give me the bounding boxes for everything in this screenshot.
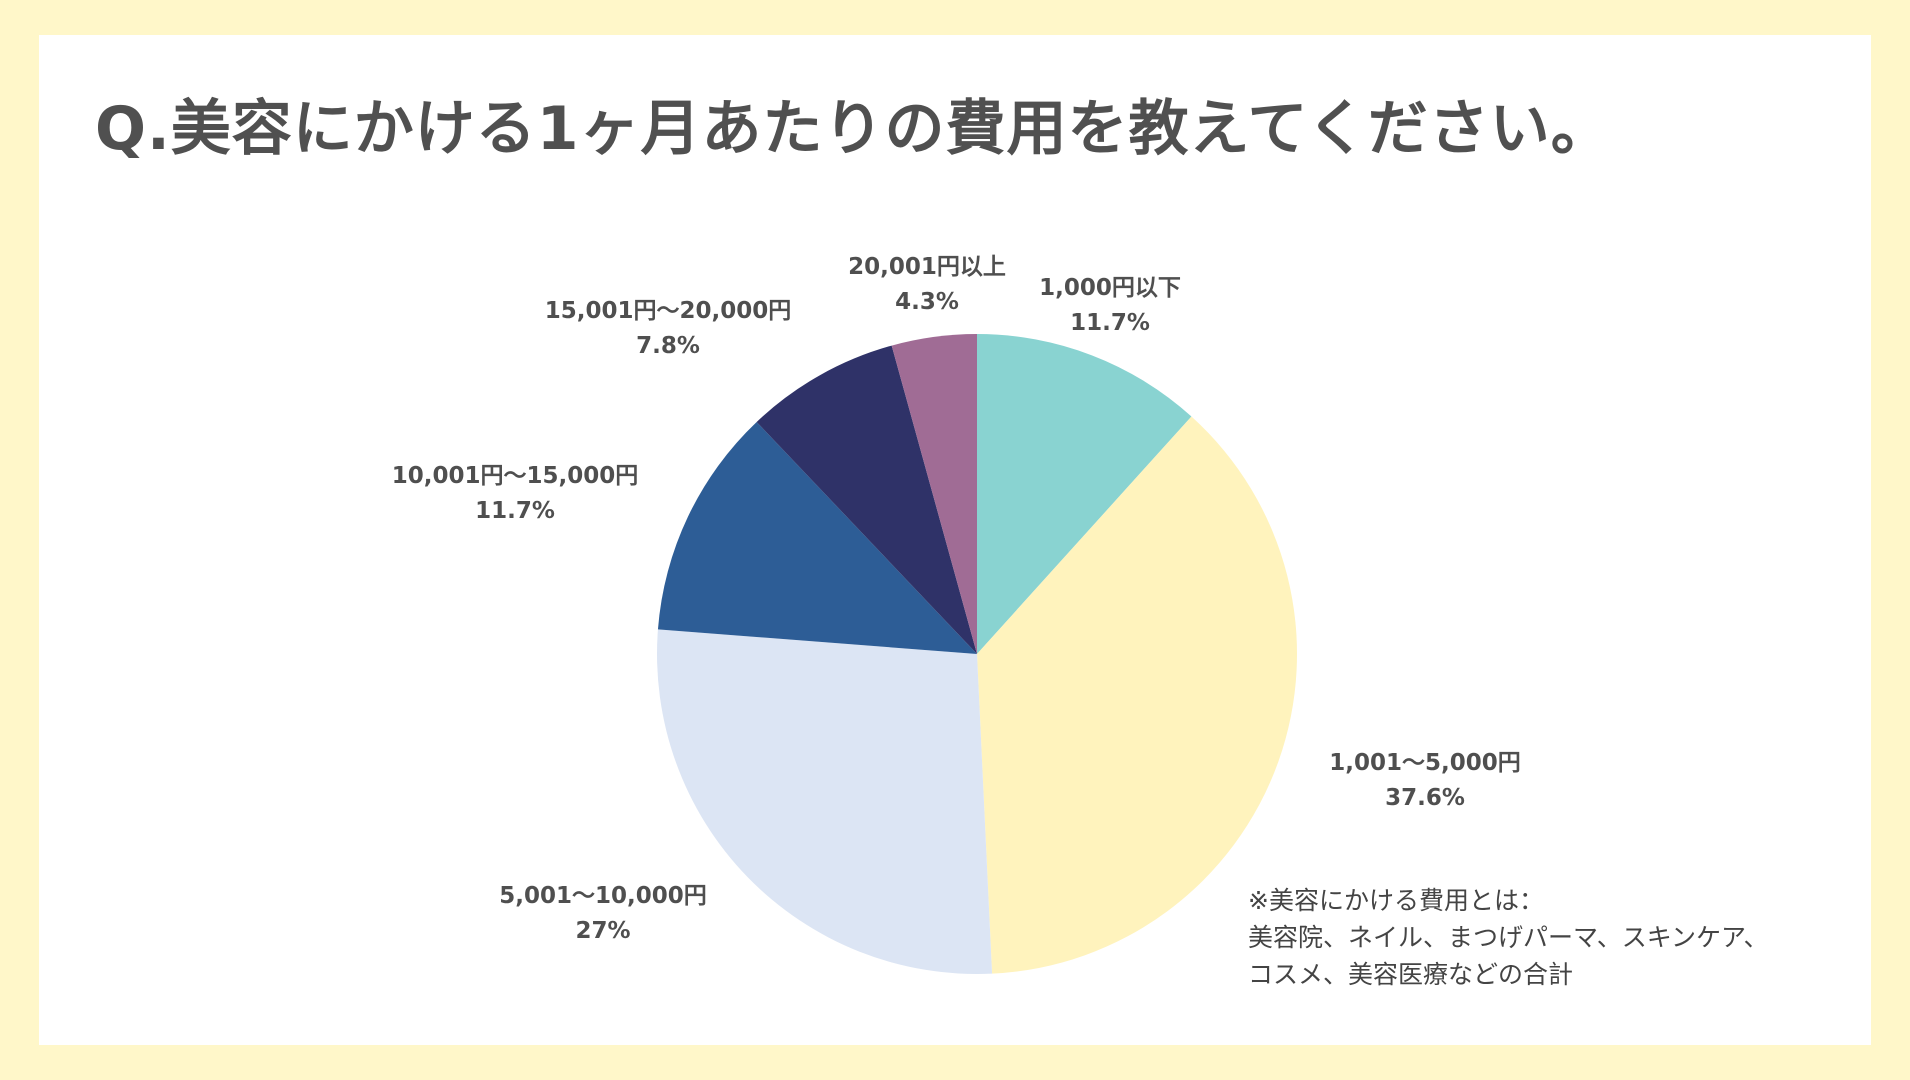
footnote-line-1: ※美容にかける費用とは： (1248, 886, 1544, 915)
slice-category-label-3: 5,001〜10,000円 (499, 883, 707, 909)
slice-category-label-1: 1,000円以下 (1039, 275, 1181, 301)
pie-labels: 1,000円以下 11.7% 1,001〜5,000円 37.6% 5,001〜10,0… (392, 254, 1521, 944)
chart-title: Q.美容にかける1ヶ月あたりの費用を教えてください。 (95, 94, 1612, 164)
footnote: ※美容にかける費用とは： 美容院、ネイル、まつげパーマ、スキンケア、 コスメ、美… (1248, 882, 1769, 993)
slice-category-label-2: 1,001〜5,000円 (1329, 750, 1521, 776)
slice-category-label-5: 15,001円〜20,000円 (545, 298, 792, 324)
footnote-line-2: 美容院、ネイル、まつげパーマ、スキンケア、 (1248, 923, 1769, 952)
pie-slice-4 (657, 421, 977, 654)
slice-category-label-6: 20,001円以上 (848, 254, 1006, 280)
pie-slice-5 (756, 345, 977, 654)
pie-slices (657, 334, 1298, 975)
pie-slice-6 (891, 334, 977, 654)
pie-slice-2 (977, 416, 1298, 974)
slice-value-label-4: 11.7% (475, 498, 555, 524)
pie-slice-3 (657, 629, 993, 975)
pie-slice-1 (977, 334, 1192, 654)
slice-category-label-4: 10,001円〜15,000円 (392, 463, 639, 489)
footnote-line-3: コスメ、美容医療などの合計 (1248, 960, 1574, 989)
slice-value-label-2: 37.6% (1385, 785, 1465, 811)
slice-value-label-1: 11.7% (1070, 310, 1150, 336)
slice-value-label-5: 7.8% (636, 333, 700, 359)
slice-value-label-3: 27% (575, 918, 630, 944)
slice-value-label-6: 4.3% (895, 289, 959, 315)
